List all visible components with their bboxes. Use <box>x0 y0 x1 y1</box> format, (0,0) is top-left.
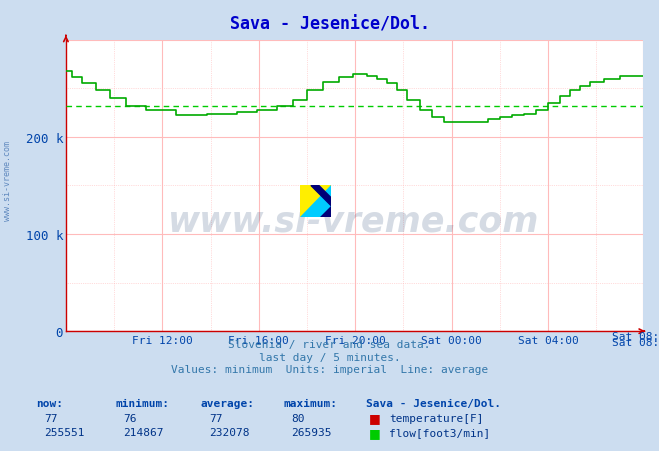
Text: flow[foot3/min]: flow[foot3/min] <box>389 428 490 437</box>
Text: now:: now: <box>36 398 63 408</box>
Text: Sava - Jesenice/Dol.: Sava - Jesenice/Dol. <box>229 16 430 34</box>
Text: Sat 08:00: Sat 08:00 <box>612 331 659 341</box>
Polygon shape <box>300 186 331 217</box>
Text: Sat 08:00: Sat 08:00 <box>612 337 659 347</box>
Text: 77: 77 <box>209 413 222 423</box>
Text: last day / 5 minutes.: last day / 5 minutes. <box>258 352 401 362</box>
Text: 80: 80 <box>291 413 304 423</box>
Polygon shape <box>320 207 331 217</box>
Polygon shape <box>311 186 331 207</box>
Text: www.si-vreme.com: www.si-vreme.com <box>3 141 13 220</box>
Text: maximum:: maximum: <box>283 398 337 408</box>
Text: 232078: 232078 <box>209 428 249 437</box>
Text: Sava - Jesenice/Dol.: Sava - Jesenice/Dol. <box>366 398 501 408</box>
Text: ■: ■ <box>369 426 381 439</box>
Text: ■: ■ <box>369 411 381 424</box>
Text: temperature[F]: temperature[F] <box>389 413 483 423</box>
Text: 77: 77 <box>44 413 57 423</box>
Text: Values: minimum  Units: imperial  Line: average: Values: minimum Units: imperial Line: av… <box>171 364 488 374</box>
Text: 255551: 255551 <box>44 428 84 437</box>
Text: 265935: 265935 <box>291 428 331 437</box>
Text: 76: 76 <box>123 413 136 423</box>
Text: Slovenia / river and sea data.: Slovenia / river and sea data. <box>228 339 431 349</box>
Text: average:: average: <box>201 398 255 408</box>
Text: minimum:: minimum: <box>115 398 169 408</box>
Polygon shape <box>300 186 331 217</box>
Text: 214867: 214867 <box>123 428 163 437</box>
Text: www.si-vreme.com: www.si-vreme.com <box>169 204 540 238</box>
